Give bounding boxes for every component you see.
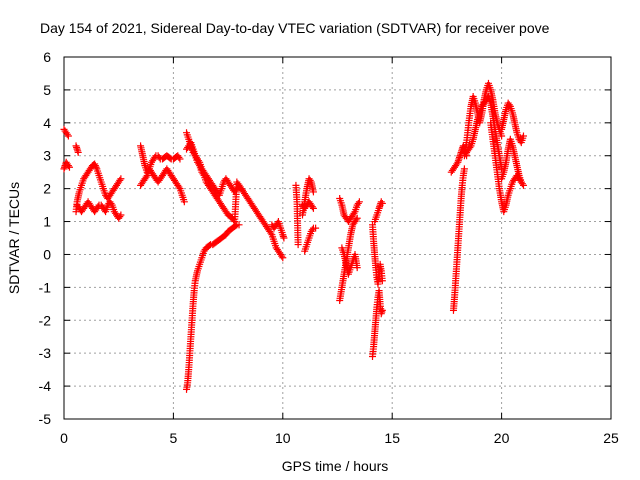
data-point	[294, 241, 302, 249]
data-point	[239, 188, 247, 196]
data-point	[377, 198, 385, 206]
y-tick-label: -5	[39, 411, 52, 427]
data-point	[107, 199, 115, 207]
data-point	[175, 153, 183, 161]
data-point	[91, 162, 99, 170]
y-tick-label: 5	[43, 82, 51, 98]
data-point	[267, 229, 275, 237]
data-point	[378, 306, 386, 314]
data-point	[306, 176, 314, 184]
data-point	[309, 188, 317, 196]
data-point	[519, 132, 527, 140]
data-point	[453, 160, 461, 168]
data-point	[466, 144, 474, 151]
data-point	[278, 252, 286, 260]
y-tick-label: 3	[43, 148, 51, 164]
data-point	[142, 173, 150, 181]
data-point	[91, 160, 99, 168]
data-point	[519, 181, 527, 189]
data-point	[195, 157, 203, 165]
data-point	[232, 222, 240, 230]
x-tick-label: 20	[494, 430, 510, 446]
chart-title: Day 154 of 2021, Sidereal Day-to-day VTE…	[40, 20, 550, 36]
y-tick-label: 2	[43, 181, 51, 197]
data-point	[117, 211, 125, 219]
data-point	[116, 176, 124, 184]
data-point	[352, 216, 360, 224]
x-tick-label: 5	[170, 430, 178, 446]
data-point	[238, 186, 246, 194]
data-point	[64, 162, 72, 170]
data-point	[279, 254, 287, 262]
data-point	[309, 204, 317, 212]
data-point	[312, 224, 320, 232]
y-tick-label: -4	[39, 378, 52, 394]
y-tick-label: -2	[39, 312, 52, 328]
data-point	[505, 101, 513, 109]
grid-lines	[64, 57, 611, 419]
data-point	[280, 234, 288, 242]
data-point	[308, 203, 316, 211]
y-tick-label: 4	[43, 115, 51, 131]
data-point	[92, 163, 100, 171]
x-tick-label: 25	[603, 430, 619, 446]
data-point	[355, 198, 363, 206]
y-tick-label: -1	[39, 279, 52, 295]
data-point	[116, 213, 124, 221]
y-tick-label: 6	[43, 49, 51, 65]
data-point	[353, 264, 361, 272]
y-axis-label: SDTVAR / TECUs	[6, 182, 22, 294]
data-point	[65, 163, 73, 171]
data-point	[354, 199, 362, 207]
data-point	[176, 155, 184, 163]
data-point	[63, 130, 71, 138]
data-point	[175, 183, 183, 191]
data-point	[350, 209, 358, 217]
data-point	[378, 199, 386, 207]
x-tick-label: 10	[275, 430, 291, 446]
x-axis-label: GPS time / hours	[282, 458, 389, 474]
plot-frame	[63, 56, 612, 420]
data-point	[378, 277, 386, 285]
axes	[63, 56, 612, 420]
y-tick-label: -3	[39, 345, 52, 361]
y-tick-label: 0	[43, 246, 51, 262]
data-point	[308, 226, 316, 234]
data-point	[353, 214, 361, 222]
tick-labels: 0 5 10 15 20 25 -5 -4 -3 -2 -1 0 1 2 3 4 5 6	[39, 49, 619, 446]
data-point	[518, 180, 526, 188]
x-tick-label: 0	[60, 430, 68, 446]
data-points	[60, 79, 527, 393]
data-point	[230, 216, 238, 224]
data-point	[460, 165, 468, 173]
data-point	[117, 175, 125, 183]
data-point	[235, 221, 243, 229]
data-point	[74, 148, 82, 156]
data-point	[64, 132, 72, 140]
data-point	[206, 241, 214, 249]
y-tick-label: 1	[43, 214, 51, 230]
data-point	[180, 198, 188, 206]
x-tick-label: 15	[384, 430, 400, 446]
